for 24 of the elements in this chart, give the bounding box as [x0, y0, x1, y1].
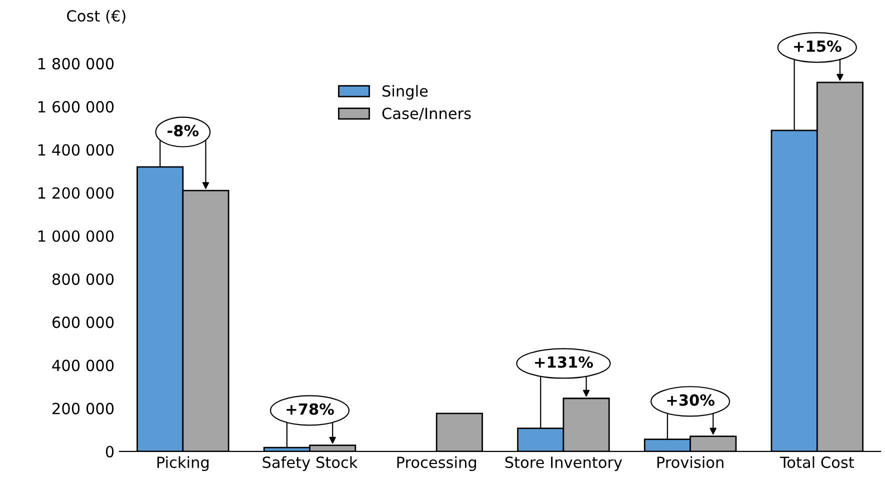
- y-tick-label: 1 400 000: [38, 144, 114, 156]
- x-tick-label: Total Cost: [780, 456, 854, 468]
- annotation: +78%: [286, 403, 334, 415]
- y-tick-label: 600 000: [52, 316, 114, 328]
- y-tick-label: 1 600 000: [38, 101, 114, 113]
- annotation: +30%: [667, 394, 714, 406]
- y-tick-label: 1 000 000: [38, 230, 114, 242]
- y-tick-label: 0: [106, 446, 114, 458]
- x-tick-label: Provision: [657, 456, 724, 468]
- y-tick-label: 1 800 000: [38, 58, 114, 70]
- y-axis-title: Cost (€): [67, 10, 126, 24]
- annotation: +15%: [794, 40, 842, 52]
- x-tick-label: Processing: [397, 456, 476, 472]
- y-tick-label: 800 000: [52, 273, 114, 285]
- x-tick-label: Store Inventory: [505, 456, 622, 472]
- annotation: +131%: [535, 356, 593, 368]
- legend-label: Single: [382, 84, 428, 100]
- y-tick-label: 400 000: [52, 360, 114, 372]
- x-tick-label: Picking: [157, 456, 209, 472]
- x-tick-label: Safety Stock: [262, 456, 358, 472]
- legend-label: Case/Inners: [382, 108, 471, 120]
- annotation: -8%: [168, 124, 199, 136]
- y-tick-label: 200 000: [52, 402, 114, 414]
- y-tick-label: 1 200 000: [38, 187, 114, 199]
